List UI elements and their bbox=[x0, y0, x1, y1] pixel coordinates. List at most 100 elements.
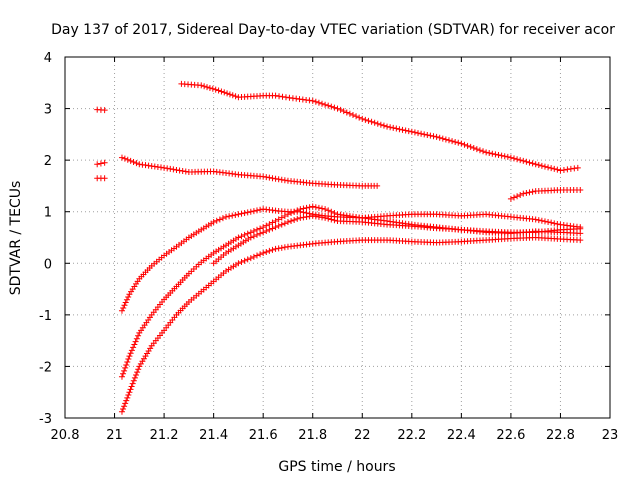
data-point bbox=[574, 164, 581, 171]
data-point bbox=[284, 211, 291, 218]
data-point bbox=[260, 229, 267, 236]
y-tick-label: -2 bbox=[39, 360, 52, 375]
data-point bbox=[279, 93, 286, 100]
data-point bbox=[507, 195, 514, 202]
data-point bbox=[130, 344, 137, 351]
data-point bbox=[359, 115, 366, 122]
data-point bbox=[257, 230, 264, 237]
x-tick-label: 22.8 bbox=[546, 428, 575, 443]
data-point bbox=[281, 244, 288, 251]
data-point bbox=[577, 237, 584, 244]
data-point bbox=[492, 151, 499, 158]
y-tick-label: -1 bbox=[39, 309, 52, 324]
data-point bbox=[548, 165, 555, 172]
data-point bbox=[120, 406, 127, 413]
data-point bbox=[206, 84, 213, 91]
data-point bbox=[250, 228, 257, 235]
data-point bbox=[235, 211, 242, 218]
data-point bbox=[300, 205, 307, 212]
data-point bbox=[164, 165, 171, 172]
data-point bbox=[504, 153, 511, 160]
data-point bbox=[483, 149, 490, 156]
data-point bbox=[312, 213, 319, 220]
data-point bbox=[405, 128, 412, 135]
data-point bbox=[328, 216, 335, 223]
data-point bbox=[303, 213, 310, 220]
data-point bbox=[551, 220, 558, 227]
data-point bbox=[127, 350, 134, 357]
data-point bbox=[123, 296, 130, 303]
data-point bbox=[221, 89, 228, 96]
data-point bbox=[260, 173, 267, 180]
data-point bbox=[235, 234, 242, 241]
data-point bbox=[241, 231, 248, 238]
data-point bbox=[101, 175, 108, 182]
data-point bbox=[182, 168, 189, 175]
data-point bbox=[218, 88, 225, 95]
data-point bbox=[322, 101, 329, 108]
data-point bbox=[331, 217, 338, 224]
data-point bbox=[297, 214, 304, 221]
data-point bbox=[128, 347, 135, 354]
data-point bbox=[244, 230, 251, 237]
data-point bbox=[124, 394, 131, 401]
data-point bbox=[131, 341, 138, 348]
data-point bbox=[232, 93, 239, 100]
data-point bbox=[291, 208, 298, 215]
data-point bbox=[130, 159, 137, 166]
series-early-1.65 bbox=[94, 175, 108, 182]
data-point bbox=[235, 260, 242, 267]
data-point bbox=[278, 244, 285, 251]
x-tick-label: 21.8 bbox=[298, 428, 327, 443]
data-point bbox=[334, 105, 341, 112]
data-point bbox=[209, 85, 216, 92]
data-point bbox=[356, 114, 363, 121]
data-point bbox=[538, 217, 545, 224]
data-point bbox=[557, 167, 564, 174]
data-point bbox=[312, 98, 319, 105]
data-point bbox=[126, 389, 133, 396]
data-point bbox=[125, 392, 132, 399]
data-point bbox=[130, 377, 137, 384]
data-point bbox=[263, 228, 270, 235]
data-point bbox=[452, 138, 459, 145]
data-point bbox=[393, 125, 400, 132]
data-point bbox=[210, 219, 217, 226]
data-point bbox=[125, 356, 132, 363]
data-point bbox=[266, 174, 273, 181]
data-point bbox=[161, 164, 168, 171]
data-point bbox=[260, 249, 267, 256]
data-point bbox=[567, 165, 574, 172]
data-point bbox=[167, 165, 174, 172]
data-point bbox=[535, 162, 542, 169]
x-tick-label: 21 bbox=[106, 428, 123, 443]
data-point bbox=[278, 221, 285, 228]
data-point bbox=[124, 156, 131, 163]
data-point bbox=[121, 367, 128, 374]
data-point bbox=[436, 134, 443, 141]
series-curve-c bbox=[118, 234, 584, 415]
data-point bbox=[415, 130, 422, 137]
series-mid-decline bbox=[118, 154, 381, 189]
data-point bbox=[275, 216, 282, 223]
data-point bbox=[263, 222, 270, 229]
x-tick-label: 22.4 bbox=[447, 428, 476, 443]
data-point bbox=[131, 374, 138, 381]
data-point bbox=[266, 247, 273, 254]
data-point bbox=[532, 161, 539, 168]
y-tick-label: 1 bbox=[44, 206, 52, 221]
data-point bbox=[232, 211, 239, 218]
x-tick-label: 21.2 bbox=[150, 428, 179, 443]
data-point bbox=[247, 234, 254, 241]
x-axis-label: GPS time / hours bbox=[278, 459, 395, 475]
data-point bbox=[241, 257, 248, 264]
data-point bbox=[411, 129, 418, 136]
data-point bbox=[241, 210, 248, 217]
data-point bbox=[97, 160, 104, 167]
data-point bbox=[306, 204, 313, 211]
data-point bbox=[134, 369, 141, 376]
data-point bbox=[303, 204, 310, 211]
data-point bbox=[125, 293, 132, 300]
data-point bbox=[551, 165, 558, 172]
data-point bbox=[132, 338, 139, 345]
